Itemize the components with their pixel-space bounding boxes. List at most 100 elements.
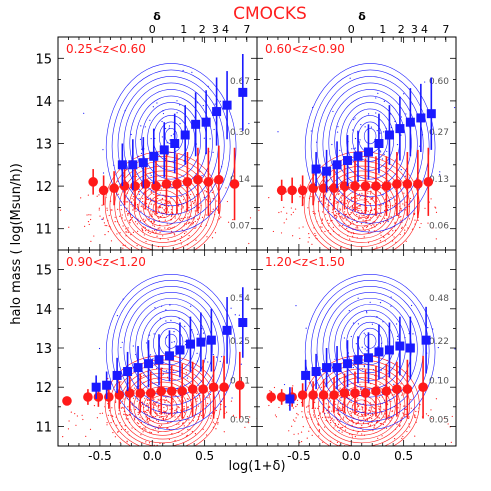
red-scatter-dot [371, 406, 374, 408]
red-scatter-dot [397, 214, 399, 217]
red-scatter-dot [125, 228, 127, 230]
red-scatter-dot [70, 411, 72, 413]
red-scatter-dot [117, 430, 119, 433]
red-scatter-dot [177, 406, 179, 408]
blue-scatter-dot [386, 150, 388, 153]
red-scatter-dot [350, 206, 352, 208]
red-scatter-dot [158, 416, 161, 418]
red-point [381, 181, 392, 191]
red-scatter-dot [331, 417, 333, 419]
red-scatter-dot [170, 227, 172, 229]
red-scatter-dot [342, 195, 344, 197]
red-scatter-dot [124, 425, 126, 427]
red-scatter-dot [158, 404, 160, 406]
red-point [182, 177, 193, 187]
red-scatter-dot [40, 196, 41, 197]
red-scatter-dot [341, 217, 343, 219]
blue-scatter-dot [172, 133, 175, 135]
red-scatter-dot [346, 200, 348, 202]
red-scatter-dot [298, 442, 301, 444]
red-scatter-dot [397, 407, 399, 409]
red-scatter-dot [430, 198, 432, 200]
red-scatter-dot [131, 427, 133, 429]
red-scatter-dot [164, 401, 166, 404]
red-scatter-dot [379, 406, 381, 408]
red-scatter-dot [399, 233, 401, 236]
red-scatter-dot [362, 407, 364, 409]
red-scatter-dot [68, 226, 70, 228]
red-scatter-dot [350, 401, 353, 403]
red-scatter-dot [158, 217, 160, 219]
red-scatter-dot [337, 273, 338, 274]
contour-level-label: 0.06 [429, 222, 449, 232]
blue-scatter-dot [364, 348, 366, 350]
blue-scatter-dot [364, 334, 366, 336]
red-scatter-dot [346, 396, 349, 399]
red-point [402, 384, 413, 394]
blue-point [222, 100, 232, 110]
red-scatter-dot [324, 230, 326, 233]
red-scatter-dot [193, 202, 195, 205]
red-scatter-dot [249, 217, 252, 219]
red-scatter-dot [373, 411, 375, 413]
red-scatter-dot [341, 199, 343, 201]
red-scatter-dot [154, 404, 156, 406]
red-scatter-dot [182, 408, 184, 410]
blue-scatter-dot [139, 138, 142, 140]
red-scatter-dot [120, 402, 122, 404]
red-scatter-dot [378, 208, 380, 210]
red-scatter-dot [149, 232, 151, 235]
red-scatter-dot [417, 219, 419, 221]
red-scatter-dot [319, 412, 321, 414]
red-scatter-dot [307, 241, 309, 243]
red-scatter-dot [298, 227, 300, 229]
blue-scatter-dot [348, 310, 350, 312]
red-scatter-dot [362, 410, 364, 412]
red-scatter-dot [391, 205, 394, 207]
blue-point [222, 325, 232, 335]
red-contour [138, 386, 188, 429]
red-scatter-dot [373, 407, 375, 409]
red-scatter-dot [401, 226, 403, 228]
red-scatter-dot [159, 224, 161, 226]
red-scatter-dot [148, 215, 150, 217]
red-scatter-dot [139, 448, 140, 449]
red-scatter-dot [232, 219, 234, 221]
blue-scatter-dot [369, 301, 371, 303]
red-scatter-dot [140, 434, 142, 436]
red-scatter-dot [135, 210, 137, 212]
red-scatter-dot [359, 408, 361, 410]
red-series [276, 147, 434, 219]
red-scatter-dot [383, 416, 385, 418]
red-scatter-dot [216, 418, 218, 420]
blue-scatter-dot [404, 175, 406, 177]
blue-scatter-dot [148, 334, 151, 336]
blue-scatter-dot [152, 106, 154, 108]
red-scatter-dot [355, 206, 357, 208]
red-scatter-dot [141, 227, 143, 229]
red-scatter-dot [342, 407, 344, 409]
red-scatter-dot [161, 214, 164, 216]
red-scatter-dot [122, 244, 124, 246]
red-point [198, 384, 208, 394]
red-scatter-dot [145, 441, 147, 443]
red-scatter-dot [247, 422, 250, 424]
y-tick-label: 12 [35, 381, 52, 396]
red-scatter-dot [179, 239, 182, 242]
red-scatter-dot [84, 225, 86, 227]
blue-scatter-dot [173, 341, 175, 343]
red-scatter-dot [400, 216, 402, 218]
red-scatter-dot [135, 175, 137, 178]
red-scatter-dot [317, 423, 319, 425]
red-scatter-dot [311, 434, 313, 436]
red-contour [109, 156, 216, 250]
red-scatter-dot [351, 420, 354, 422]
red-scatter-dot [307, 207, 309, 209]
red-scatter-dot [327, 412, 329, 414]
red-scatter-dot [119, 422, 121, 424]
red-scatter-dot [424, 207, 426, 209]
blue-point [154, 355, 164, 365]
red-scatter-dot [132, 397, 135, 399]
red-scatter-dot [80, 197, 82, 199]
red-scatter-dot [159, 409, 161, 411]
